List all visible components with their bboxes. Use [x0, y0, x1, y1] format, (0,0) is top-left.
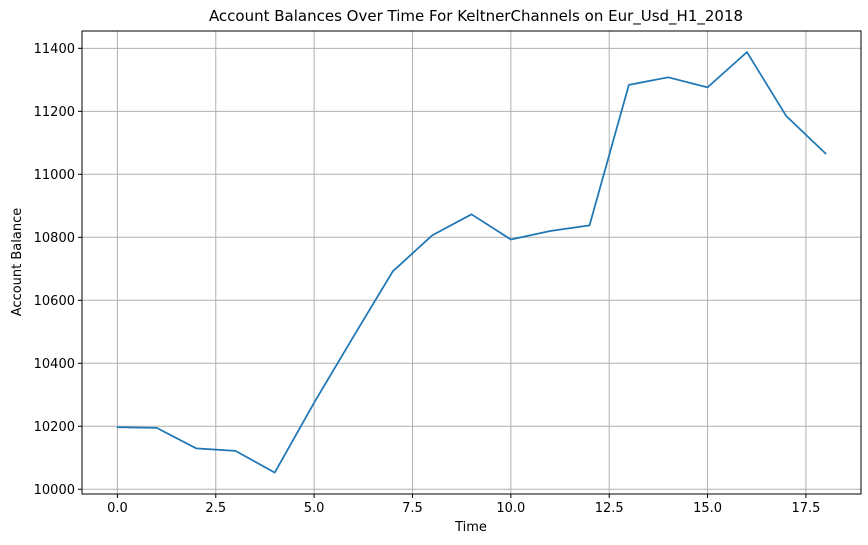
chart-title: Account Balances Over Time For KeltnerCh… [209, 7, 743, 26]
grid [82, 31, 861, 494]
x-tick-label: 5.0 [304, 501, 325, 516]
y-axis: 10000 10200 10400 10600 10800 11000 11200 11400 [34, 42, 82, 498]
x-axis: 0.0 2.5 5.0 7.5 10.0 12.5 15.0 17.5 [107, 494, 820, 516]
series-line [116, 51, 827, 474]
y-tick-label: 10400 [34, 357, 75, 372]
x-tick-label: 2.5 [205, 501, 226, 516]
x-tick-label: 15.0 [693, 501, 722, 516]
y-axis-label: Account Balance [10, 208, 25, 316]
plot-frame [81, 30, 862, 495]
y-tick-label: 10800 [34, 231, 75, 246]
y-tick-label: 11400 [34, 42, 75, 57]
x-tick-label: 7.5 [402, 501, 423, 516]
x-tick-label: 0.0 [107, 501, 128, 516]
y-tick-label: 10000 [34, 483, 75, 498]
y-tick-label: 11200 [34, 105, 75, 120]
y-tick-label: 10600 [34, 294, 75, 309]
x-tick-label: 17.5 [791, 501, 820, 516]
y-tick-label: 11000 [34, 168, 75, 183]
x-axis-label: Time [454, 520, 487, 535]
x-tick-label: 10.0 [496, 501, 525, 516]
x-tick-label: 12.5 [595, 501, 624, 516]
series-group [116, 51, 827, 474]
y-tick-label: 10200 [34, 420, 75, 435]
